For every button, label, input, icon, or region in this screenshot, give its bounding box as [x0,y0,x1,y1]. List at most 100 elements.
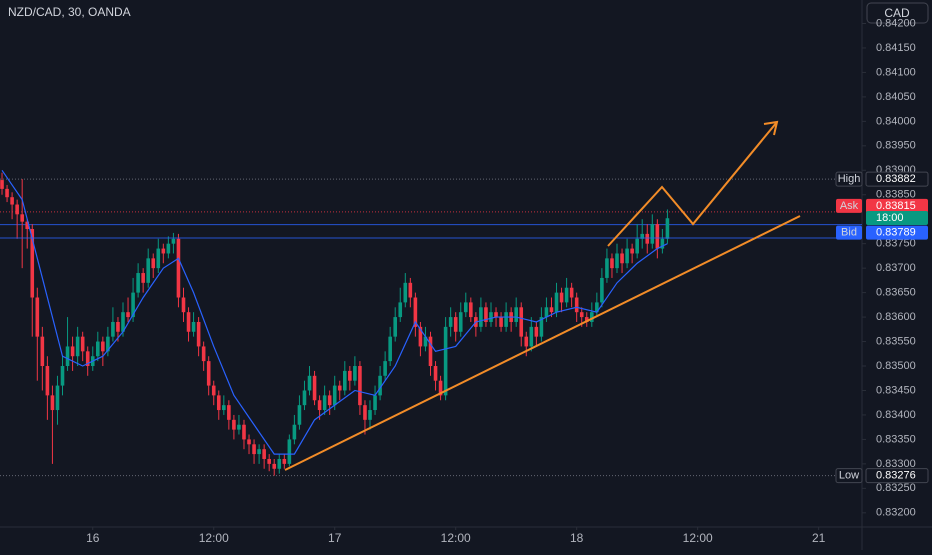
candle-body [176,238,181,298]
candle-body [645,233,650,244]
price-label-name: Bid [841,227,857,239]
candle-body [146,258,151,283]
chart-title: NZD/CAD, 30, OANDA [8,5,131,19]
candle-body [650,224,655,244]
candle-body [665,218,670,239]
candle-body [40,336,45,367]
candle-body [101,341,105,352]
currency-label[interactable]: CAD [884,6,910,20]
price-label-box [866,198,928,213]
candle-body [171,238,176,244]
arrow-head [763,120,779,136]
candle-body [494,312,498,318]
candle-body [595,302,599,313]
x-tick-label: 21 [812,531,826,545]
y-tick-label: 0.83500 [876,360,916,372]
candle-body [237,424,241,430]
candle-body [181,297,186,313]
candle-body [610,258,614,269]
candle-body [332,385,337,406]
candle-body [443,326,448,396]
price-label-tag [836,225,862,240]
countdown-box [866,211,928,225]
price-label-box [865,468,929,484]
candle-body [489,312,493,322]
y-tick-label: 0.83700 [876,262,916,274]
candle-body [131,292,135,318]
candle-body [605,258,609,278]
candle-body [348,370,352,381]
candle-body [398,302,403,318]
candle-body [297,405,302,425]
candle-body [378,375,382,396]
candle-body [413,297,418,327]
candle-body [559,292,564,303]
candle-body [35,297,40,337]
price-label-name: Ask [840,200,859,212]
y-tick-label: 0.83400 [876,409,916,421]
candle-body [403,282,408,303]
candle-body [479,307,483,327]
candle-body [262,449,266,459]
candle-body [640,233,645,239]
candle-body [564,287,569,303]
candle-body [655,224,660,249]
candle-body [191,321,196,332]
candle-body [166,243,171,254]
candle-body [428,336,433,367]
candle-body [549,307,554,313]
candle-body [383,361,387,376]
x-tick-label: 18 [570,531,584,545]
x-tick-label: 17 [328,531,342,545]
candle-body [30,229,35,298]
candle-body [65,346,70,367]
y-tick-label: 0.83950 [876,140,916,152]
candle-body [126,312,130,318]
y-tick-label: 0.83750 [876,238,916,250]
candle-body [358,366,362,406]
candle-body [282,458,287,464]
price-label-name: Low [839,470,859,482]
candle-body [453,317,458,332]
candle-body [499,317,503,327]
candle-body [579,312,584,318]
candle-body [302,390,307,406]
candle-body [584,317,589,322]
currency-button[interactable] [866,2,929,24]
candle-body [161,248,166,254]
price-label-name: High [838,173,861,185]
candle-body [186,312,191,332]
candle-body [337,385,342,391]
candle-body [257,449,261,455]
drawings [284,120,801,471]
candle-body [343,370,347,391]
y-tick-label: 0.83600 [876,311,916,323]
candle-body [60,366,65,386]
y-tick-label: 0.84200 [876,17,916,29]
candle-body [600,277,604,303]
candle-body [50,395,55,411]
candle-body [80,336,85,352]
candle-body [75,336,80,357]
candle-body [393,317,398,337]
candle-body [247,439,251,445]
price-label-box [866,225,928,240]
y-tick-label: 0.84100 [876,66,916,78]
candle-body [529,326,534,347]
trend-line [284,215,801,471]
price-label-tag [835,171,863,187]
candle-body [141,273,145,283]
candle-body [196,321,201,347]
candle-body [277,458,282,469]
candle-body [121,312,125,332]
candle-body [272,463,277,469]
y-tick-label: 0.84050 [876,91,916,103]
candle-body [206,361,211,386]
candle-body [353,366,357,381]
price-label-value: 0.83882 [876,173,916,185]
candle-body [216,395,221,411]
y-tick-label: 0.83850 [876,189,916,201]
plot-area [0,169,862,477]
